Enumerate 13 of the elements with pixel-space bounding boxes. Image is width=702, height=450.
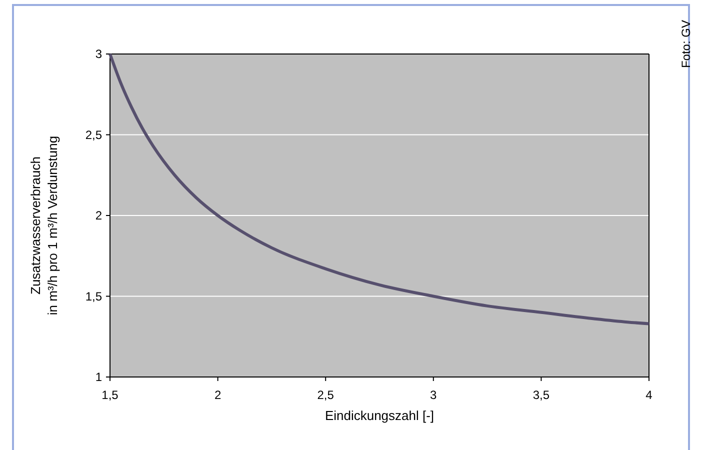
x-tick-label: 3,5 [532, 388, 550, 402]
text: Foto: GV [678, 20, 693, 68]
y-tick-label: 1 [95, 370, 102, 384]
y-tick-label: 2 [95, 208, 102, 223]
y-tick-label: 2,5 [85, 128, 102, 142]
y-tick-label: 3 [95, 47, 102, 62]
y-tick-label: 1,5 [85, 289, 102, 304]
x-tick-label: 4 [646, 388, 653, 402]
y-axis-title: Zusatzwasserverbrauch in m³/h pro 1 m³/h Verdunstung [28, 136, 60, 316]
x-tick-label: 2 [214, 388, 222, 402]
x-axis-title: Eindickungszahl [-] [324, 408, 434, 423]
x-tick-label: 2,5 [317, 388, 334, 402]
x-tick-label: 3 [430, 388, 438, 402]
